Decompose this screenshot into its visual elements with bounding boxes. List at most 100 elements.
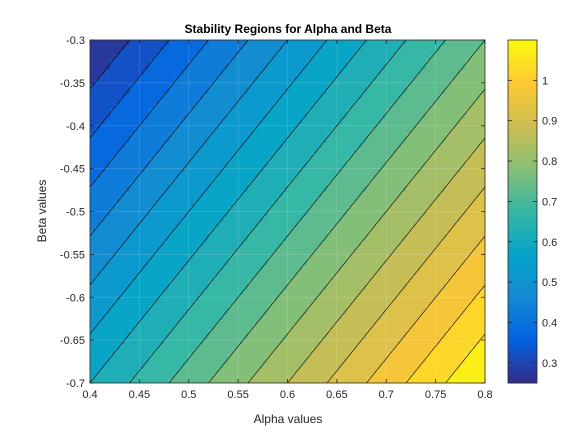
contour-cell [351, 373, 358, 379]
contour-cell [114, 177, 121, 183]
contour-cell [327, 265, 333, 271]
contour-cell [406, 368, 412, 374]
contour-cell [356, 368, 363, 374]
contour-cell [159, 69, 165, 75]
contour-cell [346, 304, 353, 311]
contour-cell [282, 191, 289, 198]
contour-cell [144, 84, 150, 90]
contour-cell [267, 329, 274, 335]
contour-cell [124, 245, 131, 252]
contour-cell [435, 211, 442, 217]
contour-cell [317, 343, 323, 350]
contour-cell [410, 245, 417, 252]
contour-cell [287, 334, 294, 340]
contour-cell [178, 44, 185, 51]
contour-cell [312, 260, 318, 266]
contour-cell [178, 245, 185, 252]
contour-cell [188, 138, 195, 144]
contour-cell [292, 138, 298, 144]
contour-cell [317, 304, 323, 311]
contour-cell [149, 338, 155, 345]
contour-cell [336, 182, 343, 188]
contour-cell [129, 363, 136, 369]
contour-cell [164, 196, 170, 203]
contour-cell [114, 59, 121, 66]
contour-cell [262, 138, 269, 144]
contour-cell [341, 216, 348, 222]
contour-cell [406, 108, 412, 115]
contour-cell [351, 89, 358, 95]
contour-cell [396, 98, 402, 105]
contour-cell [351, 206, 358, 213]
contour-cell [435, 49, 442, 56]
contour-cell [188, 275, 195, 281]
contour-cell [406, 304, 412, 311]
contour-cell [415, 196, 422, 203]
contour-cell [420, 250, 427, 257]
contour-cell [257, 187, 264, 193]
contour-cell [119, 309, 126, 315]
contour-cell [238, 118, 244, 124]
contour-cell [178, 299, 185, 306]
contour-cell [336, 128, 343, 134]
contour-cell [149, 236, 155, 242]
contour-cell [188, 142, 195, 149]
contour-cell [391, 191, 397, 198]
contour-cell [361, 167, 368, 173]
contour-cell [114, 221, 121, 227]
contour-cell [287, 49, 294, 56]
contour-cell [287, 89, 294, 95]
contour-cell [346, 196, 353, 203]
contour-cell [376, 304, 382, 311]
contour-cell [178, 142, 185, 149]
contour-cell [371, 373, 377, 379]
contour-cell [391, 231, 397, 237]
contour-cell [193, 157, 200, 164]
contour-cell [104, 206, 111, 213]
contour-cell [213, 348, 219, 355]
contour-cell [381, 226, 387, 232]
contour-cell [341, 319, 348, 325]
contour-cell [183, 44, 190, 51]
contour-cell [322, 206, 328, 213]
contour-cell [262, 289, 269, 296]
contour-cell [297, 54, 303, 61]
contour-cell [336, 289, 343, 296]
contour-cell [149, 84, 155, 90]
contour-cell [99, 378, 106, 383]
contour-cell [99, 319, 106, 325]
contour-cell [272, 221, 279, 227]
contour-cell [218, 89, 224, 95]
contour-cell [341, 236, 348, 242]
contour-cell [346, 64, 353, 70]
contour-cell [178, 108, 185, 115]
contour-cell [228, 123, 234, 129]
contour-cell [154, 133, 160, 139]
contour-cell [267, 79, 274, 85]
contour-cell [401, 182, 407, 188]
contour-cell [193, 285, 200, 291]
contour-cell [119, 294, 126, 301]
contour-cell [287, 280, 294, 286]
contour-cell [440, 123, 447, 129]
contour-cell [331, 255, 338, 262]
contour-cell [420, 128, 427, 134]
contour-cell [129, 54, 136, 61]
contour-cell [99, 329, 106, 335]
contour-cell [164, 240, 170, 247]
contour-cell [114, 133, 121, 139]
contour-cell [272, 167, 279, 173]
contour-cell [346, 93, 353, 100]
contour-cell [371, 172, 377, 178]
contour-cell [371, 216, 377, 222]
contour-cell [312, 206, 318, 213]
contour-cell [406, 236, 412, 242]
contour-cell [213, 250, 219, 257]
contour-cell [307, 275, 313, 281]
contour-cell [297, 270, 303, 276]
contour-cell [381, 74, 387, 80]
contour-cell [178, 236, 185, 242]
contour-cell [386, 74, 392, 80]
contour-cell [351, 191, 358, 198]
contour-cell [164, 245, 170, 252]
